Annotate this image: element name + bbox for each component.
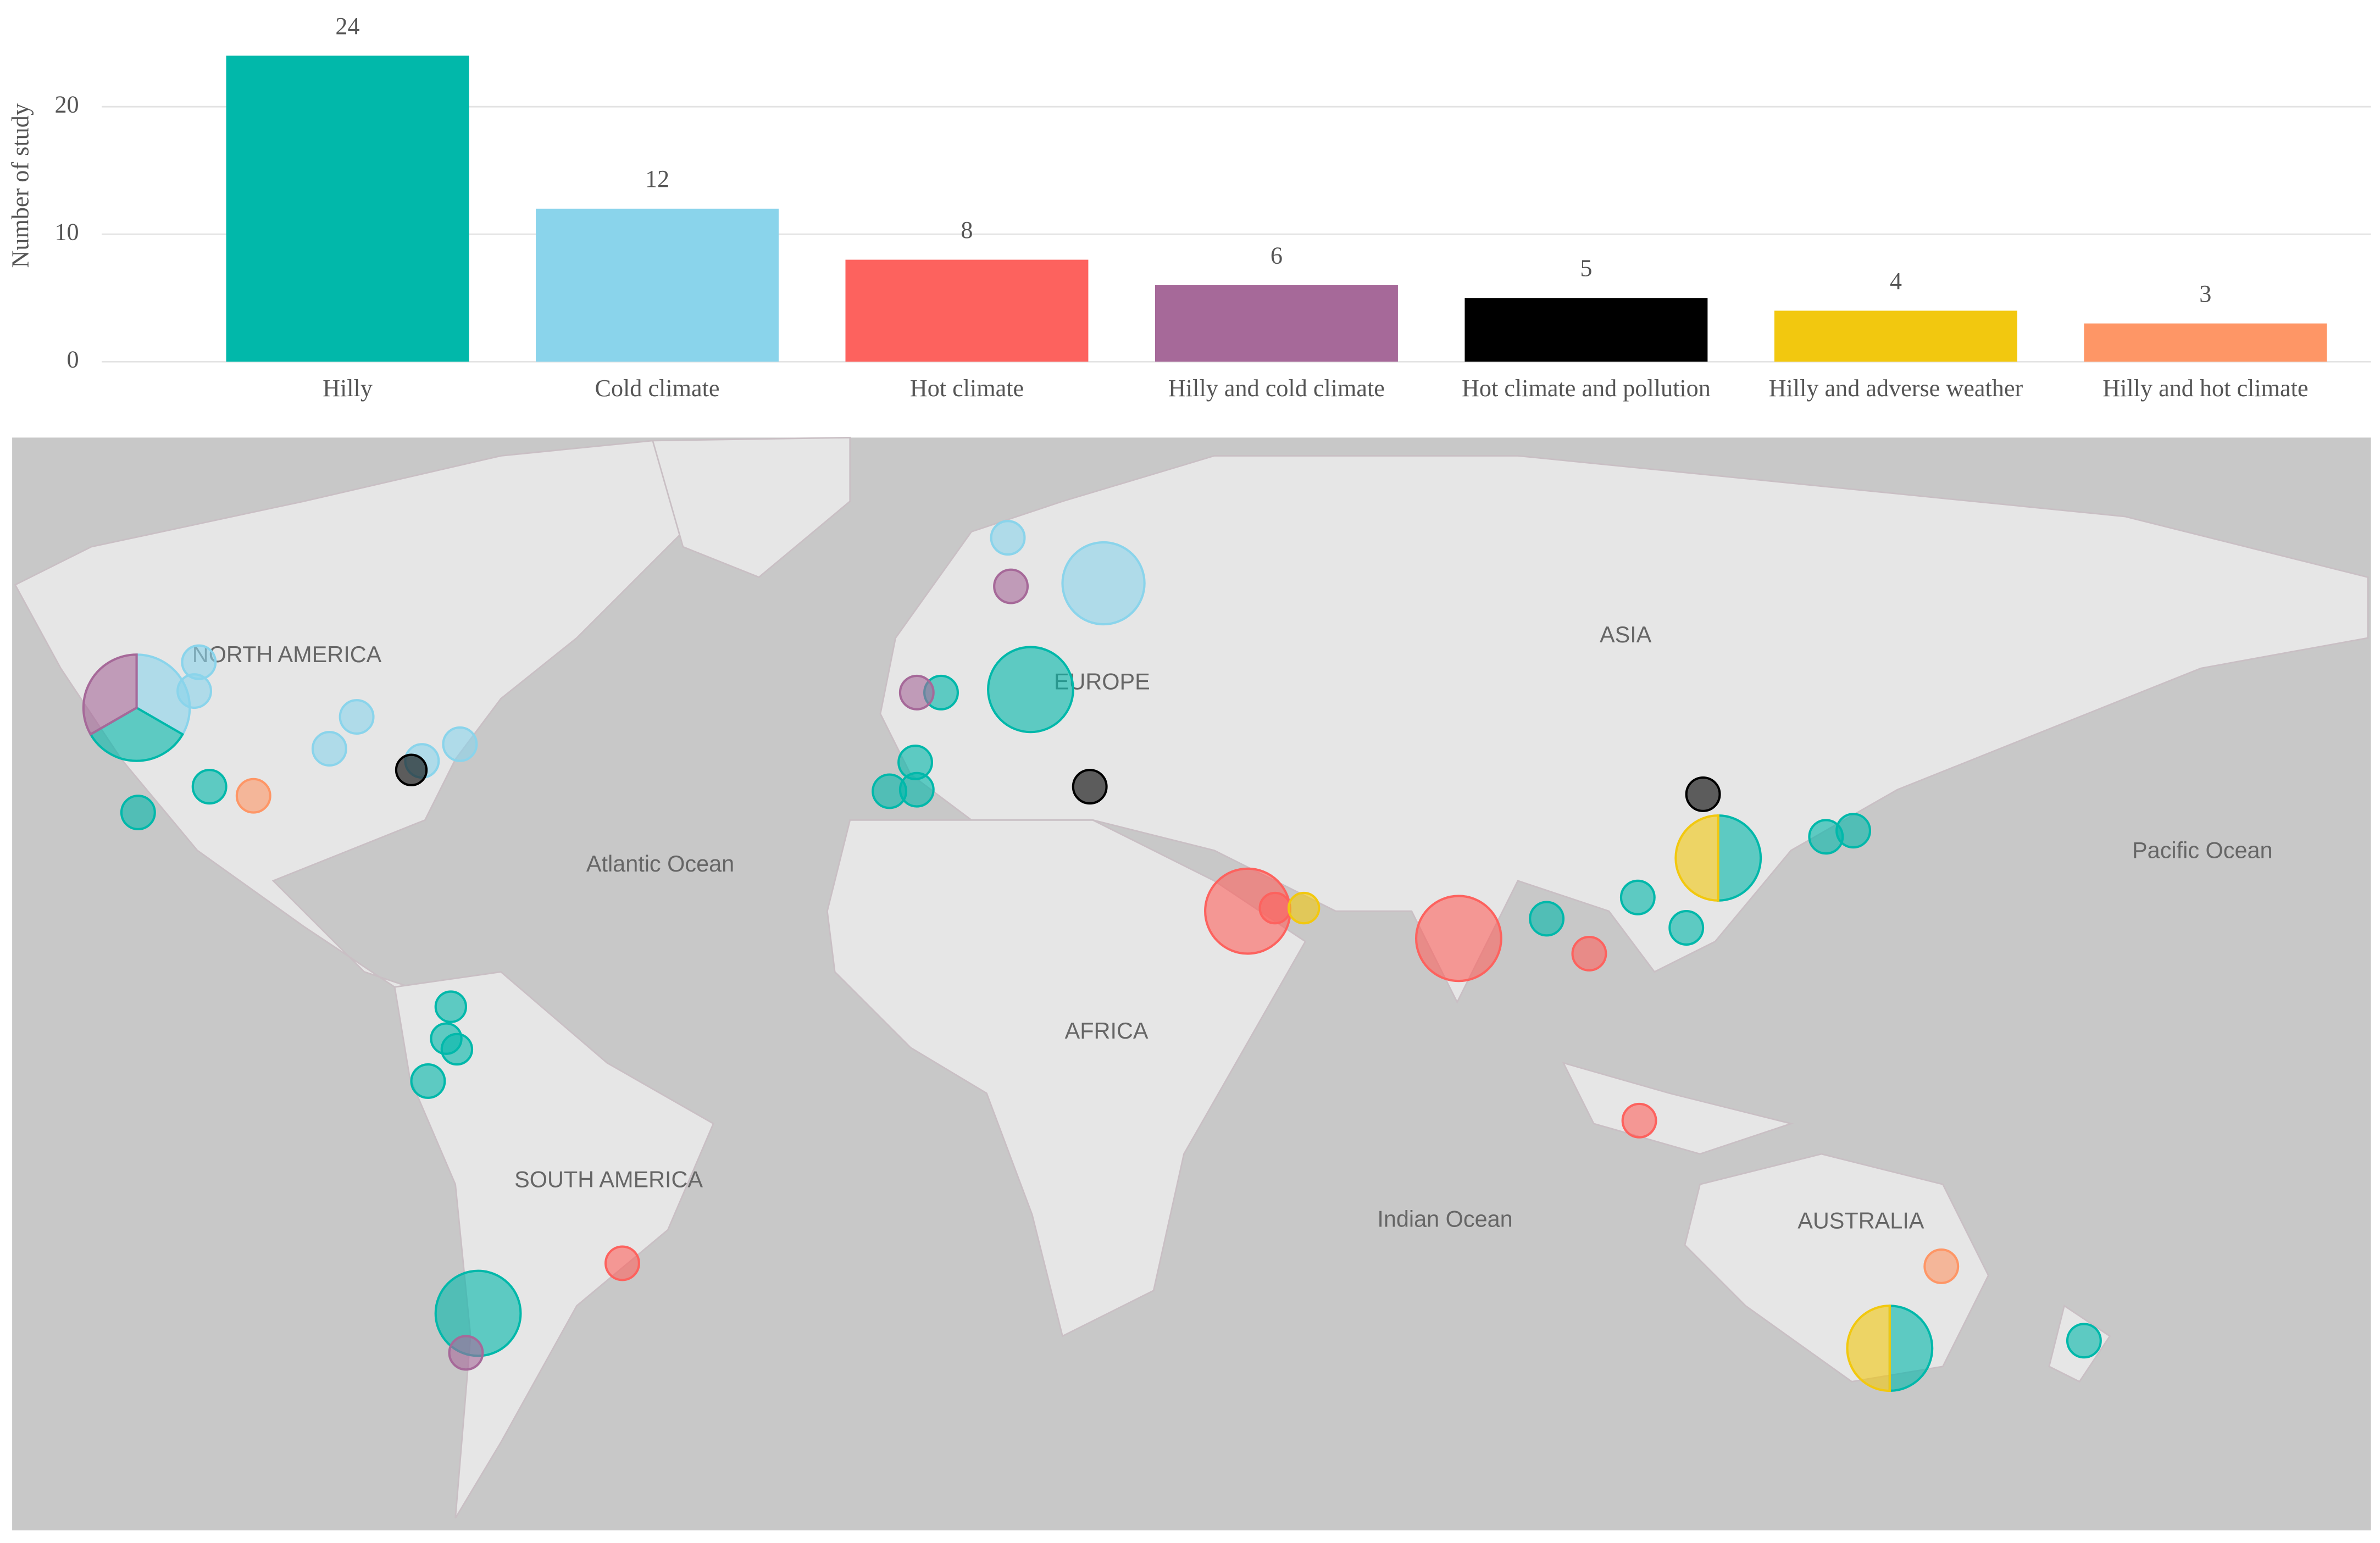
map-pie-slice bbox=[89, 706, 185, 762]
map-bubble bbox=[604, 1245, 640, 1281]
map-bubble bbox=[1621, 1102, 1657, 1139]
value-label: 6 bbox=[1271, 242, 1283, 269]
map-bubble bbox=[235, 778, 271, 814]
map-label: NORTH AMERICA bbox=[192, 641, 382, 667]
map-bubble bbox=[410, 1063, 446, 1099]
map-bubble bbox=[311, 731, 347, 767]
map-label: AUSTRALIA bbox=[1798, 1207, 1924, 1233]
map-bubble bbox=[898, 772, 935, 808]
map-bubble bbox=[898, 674, 935, 711]
bar bbox=[845, 259, 1089, 362]
bar bbox=[536, 208, 779, 362]
map-bubble bbox=[440, 1033, 474, 1066]
map-bubble bbox=[1061, 541, 1146, 626]
value-label: 4 bbox=[1890, 268, 1902, 295]
map-bubble bbox=[1668, 910, 1705, 946]
bar bbox=[1464, 298, 1708, 362]
map-pie-slice bbox=[1717, 814, 1762, 902]
map-bubble bbox=[987, 646, 1074, 734]
map-bubble bbox=[1835, 813, 1872, 849]
y-axis-label: Number of study bbox=[7, 103, 34, 268]
y-tick-label: 20 bbox=[54, 91, 79, 118]
map-bubble bbox=[1685, 776, 1721, 812]
map-bubble bbox=[442, 726, 478, 762]
map-bubble bbox=[1258, 891, 1291, 925]
value-label: 5 bbox=[1580, 255, 1592, 282]
value-label: 24 bbox=[335, 13, 359, 40]
x-tick-label: Hilly and hot climate bbox=[2102, 375, 2308, 402]
map-bubble bbox=[434, 990, 468, 1023]
value-label: 3 bbox=[2199, 280, 2211, 307]
map-bubble bbox=[1072, 769, 1108, 805]
map-bubble bbox=[1571, 935, 1607, 972]
map-label: SOUTH AMERICA bbox=[514, 1167, 703, 1192]
value-label: 8 bbox=[961, 217, 973, 243]
map-pie-slice bbox=[1846, 1305, 1891, 1392]
map-bubble bbox=[990, 520, 1026, 556]
bar bbox=[1155, 285, 1398, 362]
x-tick-label: Hilly bbox=[323, 375, 373, 402]
map-label: AFRICA bbox=[1065, 1018, 1149, 1044]
map-bubble bbox=[1923, 1248, 1960, 1284]
map-pie-slice bbox=[82, 653, 138, 736]
y-tick-label: 0 bbox=[67, 346, 79, 373]
x-tick-label: Hot climate bbox=[910, 375, 1024, 402]
map-bubble bbox=[339, 699, 375, 735]
map-bubble bbox=[395, 753, 428, 786]
map-bubble bbox=[448, 1335, 484, 1371]
map-bubble bbox=[1619, 879, 1656, 915]
map-label: Pacific Ocean bbox=[2132, 837, 2273, 863]
x-tick-label: Hot climate and pollution bbox=[1462, 375, 1711, 402]
map-bubble bbox=[120, 795, 156, 831]
map-bubble bbox=[1529, 901, 1565, 937]
map-pie-slice bbox=[1674, 814, 1719, 902]
map-bubble bbox=[191, 769, 228, 805]
value-label: 12 bbox=[645, 165, 669, 192]
y-tick-label: 10 bbox=[54, 218, 79, 245]
map-bubble bbox=[2066, 1323, 2102, 1359]
x-tick-label: Hilly and adverse weather bbox=[1769, 375, 2023, 402]
map-pie-slice bbox=[1888, 1305, 1934, 1392]
bar bbox=[226, 55, 469, 362]
bar bbox=[1774, 310, 2017, 362]
map-bubble bbox=[1414, 895, 1502, 983]
map-label: ASIA bbox=[1600, 621, 1652, 647]
map-bubble bbox=[993, 568, 1029, 604]
bar bbox=[2084, 323, 2327, 362]
map-label: Indian Ocean bbox=[1377, 1206, 1512, 1232]
x-tick-label: Hilly and cold climate bbox=[1168, 375, 1385, 402]
x-tick-label: Cold climate bbox=[595, 375, 719, 402]
map-bubble bbox=[1287, 891, 1321, 925]
map-label: Atlantic Ocean bbox=[586, 851, 734, 876]
